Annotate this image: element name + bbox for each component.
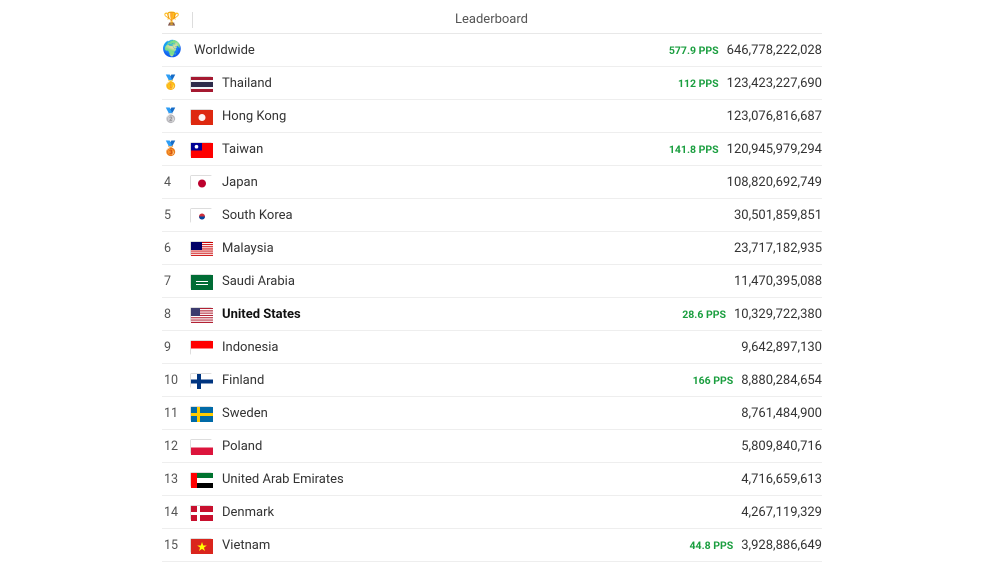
flag-icon: [190, 307, 212, 322]
country-name: Hong Kong: [222, 109, 727, 124]
leaderboard-container: 🏆 Leaderboard 🌍 Worldwide 577.9 PPS 646,…: [162, 0, 822, 562]
country-name: Denmark: [222, 505, 741, 520]
rank-number: 13: [162, 472, 190, 487]
score-value: 3,928,886,649: [741, 538, 822, 553]
flag-icon: [190, 373, 212, 388]
score-value: 123,423,227,690: [727, 76, 822, 91]
flag-icon: [190, 538, 212, 553]
country-name: Malaysia: [222, 241, 734, 256]
flag-icon: [190, 406, 212, 421]
leaderboard-row[interactable]: 14 Denmark4,267,119,329: [162, 496, 822, 529]
flag-icon: [190, 208, 212, 223]
score-value: 10,329,722,380: [734, 307, 822, 322]
rank-number: 15: [162, 538, 190, 553]
rank-number: 6: [162, 241, 190, 256]
country-name: Thailand: [222, 76, 678, 91]
medal-icon: 🥇: [162, 75, 190, 91]
header-divider: [192, 12, 193, 28]
rank-number: 14: [162, 505, 190, 520]
score-value: 4,267,119,329: [741, 505, 822, 520]
rank-number: 10: [162, 373, 190, 388]
country-name: Indonesia: [222, 340, 741, 355]
country-name: Japan: [222, 175, 727, 190]
country-name: United States: [222, 307, 682, 322]
score-value: 8,880,284,654: [741, 373, 822, 388]
globe-icon: 🌍: [162, 39, 184, 61]
score-value: 120,945,979,294: [727, 142, 822, 157]
country-name: Finland: [222, 373, 693, 388]
flag-icon: [190, 505, 212, 520]
worldwide-pps: 577.9 PPS: [669, 44, 719, 57]
pps-value: 112 PPS: [678, 77, 719, 90]
flag-icon: [190, 109, 212, 124]
worldwide-label: Worldwide: [194, 43, 669, 58]
leaderboard-row[interactable]: 4 Japan108,820,692,749: [162, 166, 822, 199]
leaderboard-row[interactable]: 13 United Arab Emirates4,716,659,613: [162, 463, 822, 496]
country-name: Vietnam: [222, 538, 690, 553]
pps-value: 28.6 PPS: [682, 308, 726, 321]
rank-number: 4: [162, 175, 190, 190]
rank-number: 5: [162, 208, 190, 223]
leaderboard-row[interactable]: 11 Sweden8,761,484,900: [162, 397, 822, 430]
flag-icon: [190, 175, 212, 190]
rank-number: 9: [162, 340, 190, 355]
leaderboard-row[interactable]: 9 Indonesia9,642,897,130: [162, 331, 822, 364]
score-value: 30,501,859,851: [734, 208, 822, 223]
leaderboard-row[interactable]: 🥉 Taiwan141.8 PPS 120,945,979,294: [162, 133, 822, 166]
leaderboard-row[interactable]: 7 Saudi Arabia11,470,395,088: [162, 265, 822, 298]
score-value: 23,717,182,935: [734, 241, 822, 256]
country-name: United Arab Emirates: [222, 472, 741, 487]
leaderboard-row[interactable]: 5 South Korea30,501,859,851: [162, 199, 822, 232]
rank-number: 7: [162, 274, 190, 289]
leaderboard-row[interactable]: 10 Finland166 PPS 8,880,284,654: [162, 364, 822, 397]
flag-icon: [190, 142, 212, 157]
leaderboard-row[interactable]: 8 United States28.6 PPS 10,329,722,380: [162, 298, 822, 331]
leaderboard-row[interactable]: 12 Poland5,809,840,716: [162, 430, 822, 463]
rank-number: 12: [162, 439, 190, 454]
trophy-icon: 🏆: [162, 12, 182, 27]
worldwide-row[interactable]: 🌍 Worldwide 577.9 PPS 646,778,222,028: [162, 34, 822, 67]
medal-icon: 🥈: [162, 108, 190, 124]
flag-icon: [190, 340, 212, 355]
score-value: 8,761,484,900: [741, 406, 822, 421]
country-name: Poland: [222, 439, 741, 454]
flag-icon: [190, 472, 212, 487]
score-value: 123,076,816,687: [727, 109, 822, 124]
score-value: 5,809,840,716: [741, 439, 822, 454]
leaderboard-row[interactable]: 🥇 Thailand112 PPS 123,423,227,690: [162, 67, 822, 100]
pps-value: 166 PPS: [693, 374, 734, 387]
worldwide-score: 646,778,222,028: [727, 43, 822, 58]
flag-icon: [190, 76, 212, 91]
score-value: 9,642,897,130: [741, 340, 822, 355]
country-name: Taiwan: [222, 142, 669, 157]
medal-icon: 🥉: [162, 141, 190, 157]
flag-icon: [190, 274, 212, 289]
pps-value: 44.8 PPS: [690, 539, 734, 552]
leaderboard-title: Leaderboard: [201, 12, 822, 27]
flag-icon: [190, 241, 212, 256]
score-value: 108,820,692,749: [727, 175, 822, 190]
leaderboard-row[interactable]: 15 Vietnam44.8 PPS 3,928,886,649: [162, 529, 822, 562]
leaderboard-row[interactable]: 6 Malaysia23,717,182,935: [162, 232, 822, 265]
flag-icon: [190, 439, 212, 454]
rank-number: 8: [162, 307, 190, 322]
leaderboard-row[interactable]: 🥈 Hong Kong123,076,816,687: [162, 100, 822, 133]
country-name: Sweden: [222, 406, 741, 421]
pps-value: 141.8 PPS: [669, 143, 719, 156]
score-value: 4,716,659,613: [741, 472, 822, 487]
leaderboard-header: 🏆 Leaderboard: [162, 6, 822, 34]
rank-number: 11: [162, 406, 190, 421]
country-name: South Korea: [222, 208, 734, 223]
country-name: Saudi Arabia: [222, 274, 734, 289]
score-value: 11,470,395,088: [734, 274, 822, 289]
